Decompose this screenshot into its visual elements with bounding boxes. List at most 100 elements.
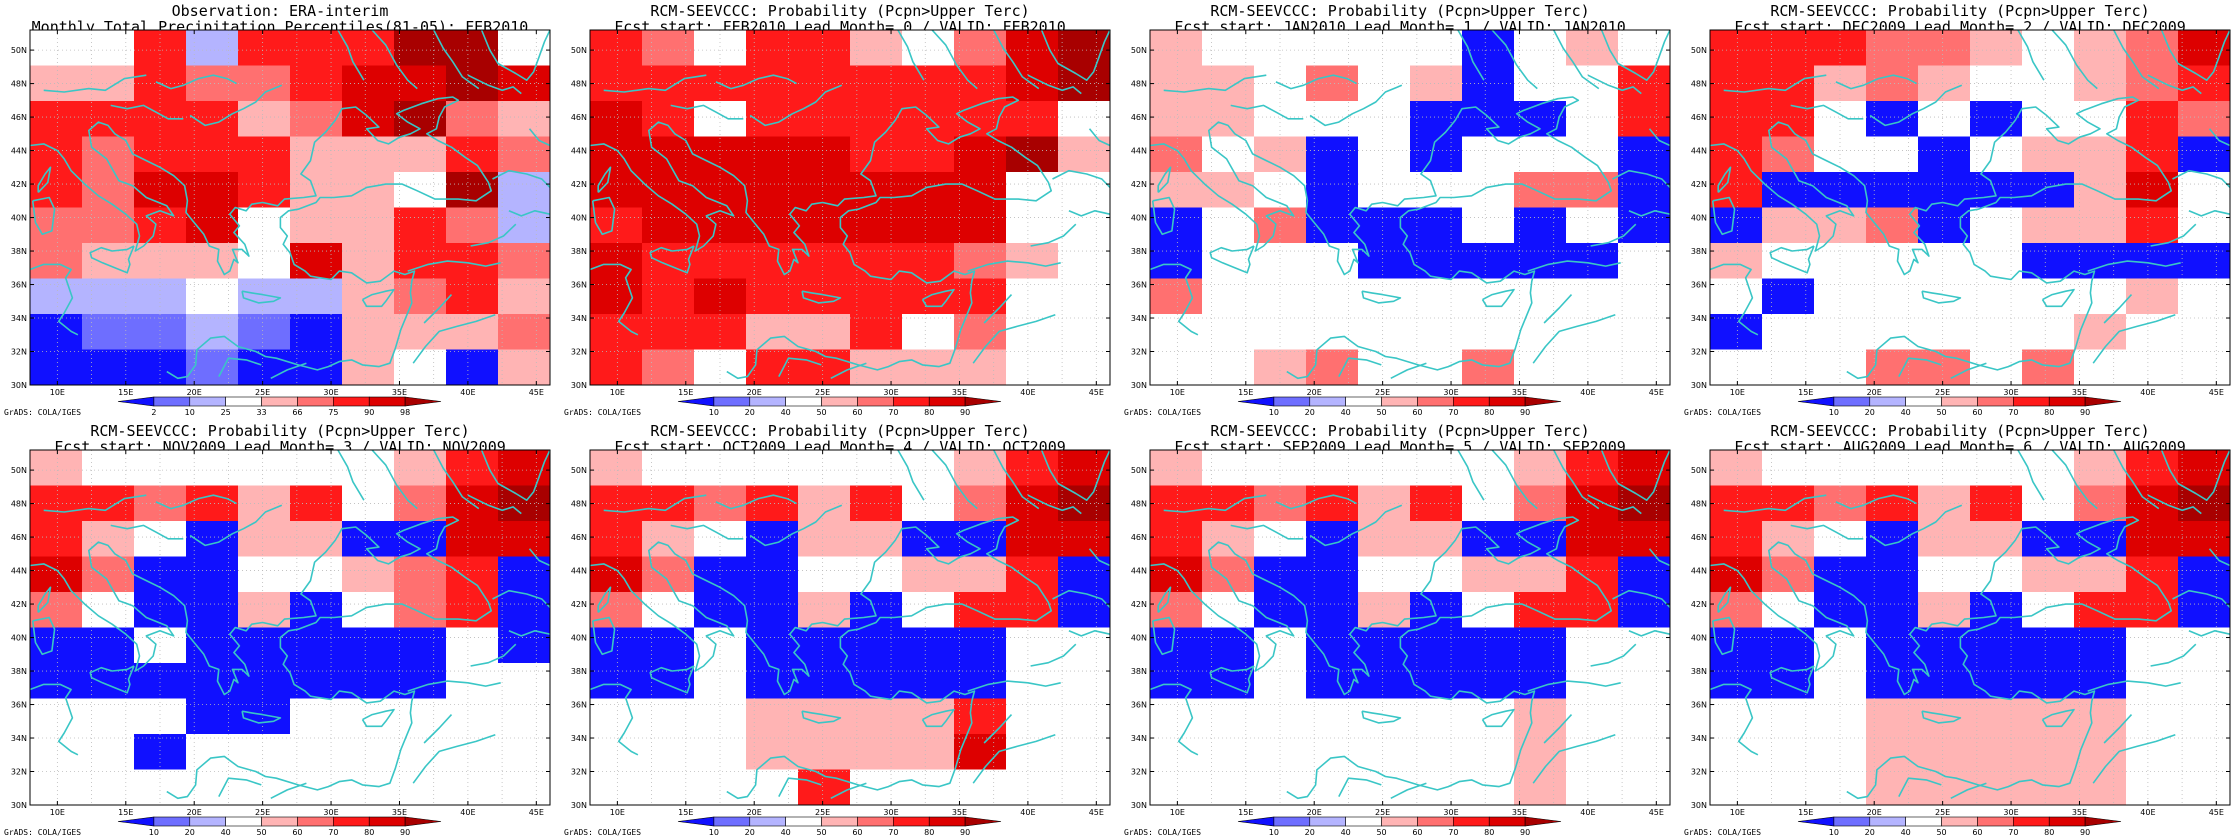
map-grid-cell (2074, 349, 2127, 386)
precipitation-map: 10E 15E 20E 25E 30E 35E 40E 45E 30N 32N 34N 36N 38N 4… (1131, 29, 1671, 417)
map-grid-cell (1710, 627, 1763, 664)
map-grid-cell (1202, 627, 1255, 664)
map-grid-cell (1058, 592, 1111, 629)
map-grid-cell (590, 521, 643, 558)
map-grid-cell (1566, 349, 1619, 386)
map-grid-cell (1410, 663, 1463, 700)
map-grid-cell (394, 172, 447, 209)
longitude-label: 15E (1238, 808, 1253, 817)
longitude-label: 45E (2209, 388, 2224, 397)
map-grid-cell (1462, 136, 1515, 173)
colorbar-segment (153, 816, 191, 827)
map-grid-cell (30, 627, 83, 664)
latitude-label: 50N (571, 466, 587, 475)
latitude-label: 32N (571, 768, 587, 777)
map-grid-cell (1918, 450, 1971, 487)
map-grid-cell (2022, 556, 2075, 593)
latitude-label: 44N (571, 147, 587, 156)
longitude-label: 30E (883, 808, 898, 817)
longitude-label: 35E (1512, 388, 1527, 397)
latitude-label: 44N (1131, 567, 1147, 576)
colorbar-segment (1833, 396, 1871, 407)
map-grid-cell (1006, 592, 1059, 629)
map-grid-cell (134, 278, 187, 315)
map-grid-cell (850, 243, 903, 280)
map-grid-cell (1410, 734, 1463, 771)
map-grid-cell (1970, 734, 2023, 771)
colorbar-segment (713, 816, 751, 827)
map-grid-cell (446, 592, 499, 629)
map-grid-cell (590, 243, 643, 280)
map-frame (589, 449, 1111, 806)
map-grid-cell (134, 30, 187, 67)
latitude-label: 44N (11, 567, 27, 576)
map-grid-cell (590, 314, 643, 351)
map-grid-cell (590, 663, 643, 700)
map-grid-cell (134, 698, 187, 735)
longitude-label: 10E (1170, 388, 1185, 397)
longitude-label: 35E (2072, 388, 2087, 397)
latitude-label: 50N (1691, 466, 1707, 475)
map-grid-cell (746, 592, 799, 629)
map-grid-cell (1006, 172, 1059, 209)
map-grid-cell (2022, 627, 2075, 664)
map-grid-cell (394, 30, 447, 67)
colorbar: 10 20 40 50 60 70 80 90 (1797, 396, 2122, 417)
map-grid-cell (1254, 769, 1307, 806)
latitude-label: 36N (1691, 701, 1707, 710)
map-grid-cell (290, 769, 343, 806)
longitude-label: 25E (255, 808, 270, 817)
map-grid-cell (1866, 556, 1919, 593)
latitude-label: 46N (571, 113, 587, 122)
longitude-label: 35E (952, 388, 967, 397)
latitude-label: 38N (571, 247, 587, 256)
map-grid-cell (394, 627, 447, 664)
map-grid-cell (590, 769, 643, 806)
map-grid-cell (498, 663, 551, 700)
map-grid-cell (798, 136, 851, 173)
map-grid-cell (290, 243, 343, 280)
map-grid-cell (446, 349, 499, 386)
map-grid-cell (446, 172, 499, 209)
map-grid-cell (642, 30, 695, 67)
map-grid-cell (82, 207, 135, 244)
map-grid-cell (1410, 769, 1463, 806)
map-grid-cell (1410, 136, 1463, 173)
colorbar-label: 90 (2080, 408, 2090, 417)
longitude-label: 45E (1089, 808, 1104, 817)
map-grid-cell (446, 769, 499, 806)
map-grid-cell (642, 734, 695, 771)
map-grid-cell (902, 243, 955, 280)
map-grid-cell (2022, 136, 2075, 173)
map-grid-cell (342, 769, 395, 806)
map-grid-cell (186, 698, 239, 735)
colorbar: 10 20 40 50 60 70 80 90 (677, 396, 1002, 417)
map-grid-cell (850, 734, 903, 771)
map-grid-cell (1618, 521, 1671, 558)
longitude-label: 45E (1649, 388, 1664, 397)
map-grid-cell (2126, 734, 2179, 771)
map-grid-cell (1970, 136, 2023, 173)
map-grid-cell (498, 592, 551, 629)
colorbar-label: 10 (1269, 408, 1279, 417)
colorbar-segment (893, 396, 930, 407)
map-grid-cell (1202, 349, 1255, 386)
map-grid-cell (694, 698, 747, 735)
map-grid-cell (590, 734, 643, 771)
latitude-label: 44N (1131, 147, 1147, 156)
map-grid-cell (82, 734, 135, 771)
colorbar-segment (117, 396, 155, 407)
latitude-label: 30N (571, 381, 587, 390)
map-grid-cell (342, 663, 395, 700)
map-grid-cell (1058, 769, 1111, 806)
map-grid-cell (134, 450, 187, 487)
map-grid-cell (2178, 243, 2231, 280)
longitude-label: 45E (529, 388, 544, 397)
longitude-label: 20E (747, 808, 762, 817)
map-grid-cell (2126, 30, 2179, 67)
map-grid-cell (498, 278, 551, 315)
map-grid-cell (850, 278, 903, 315)
map-grid-cell (1150, 698, 1203, 735)
map-grid-cell (30, 101, 83, 138)
colorbar-segment (928, 816, 966, 827)
